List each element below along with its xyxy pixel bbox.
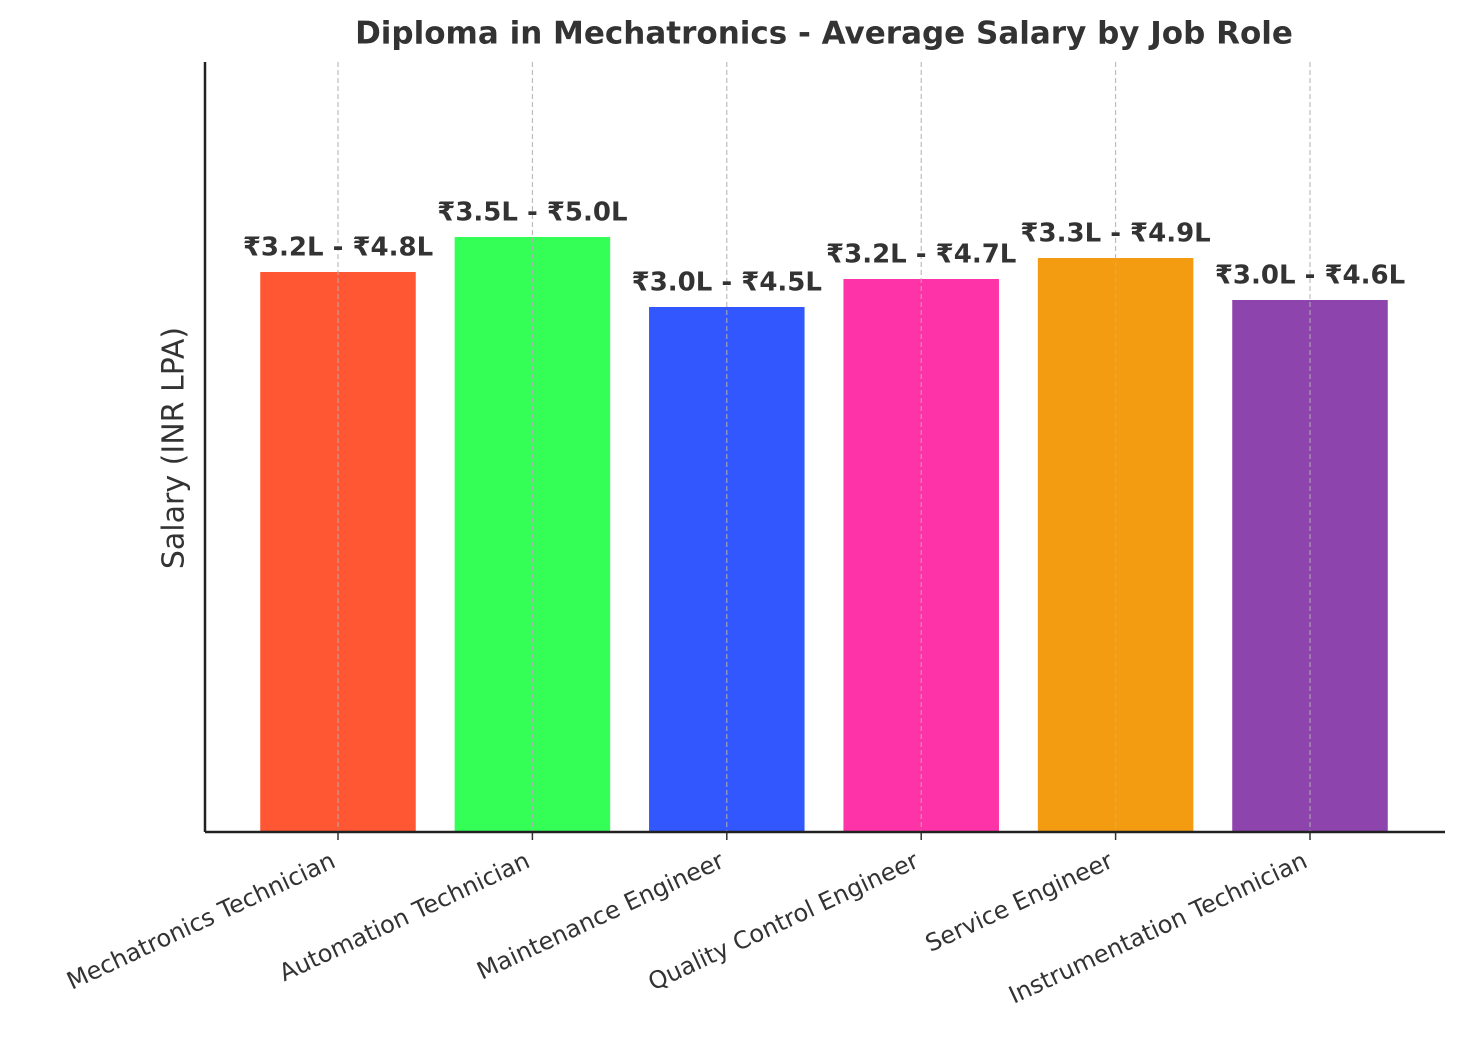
value-label: ₹3.0L - ₹4.6L xyxy=(1215,261,1405,291)
x-tick-label: Service Engineer xyxy=(921,846,1117,957)
value-label: ₹3.3L - ₹4.9L xyxy=(1020,219,1210,249)
y-axis-label: Salary (INR LPA) xyxy=(157,327,192,569)
chart-title: Diploma in Mechatronics - Average Salary… xyxy=(355,16,1293,52)
value-label: ₹3.5L - ₹5.0L xyxy=(437,198,627,228)
x-tick-label: Instrumentation Technician xyxy=(1004,846,1311,1009)
value-label: ₹3.0L - ₹4.5L xyxy=(632,268,822,298)
bar xyxy=(843,279,999,832)
value-label: ₹3.2L - ₹4.8L xyxy=(243,233,433,263)
value-label: ₹3.2L - ₹4.7L xyxy=(826,240,1016,270)
